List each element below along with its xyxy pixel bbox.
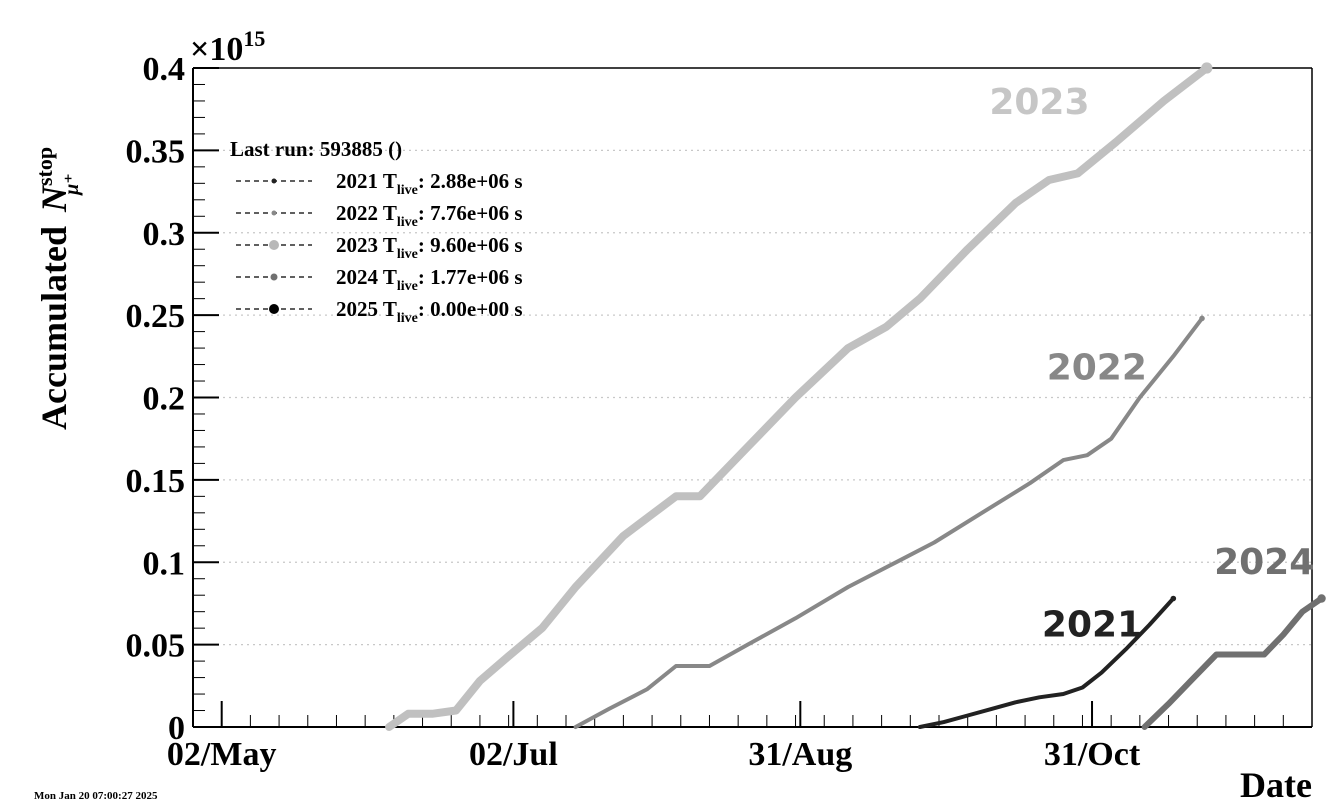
legend-marker-2023	[269, 240, 279, 250]
legend: Last run: 593885 () 2021 Tlive: 2.88e+06…	[230, 137, 523, 326]
x-tick-label-0: 02/May	[167, 736, 277, 773]
y-exponent-base: ×10	[190, 31, 243, 68]
legend-marker-2022	[272, 211, 277, 216]
legend-year-2022: 2022	[336, 201, 383, 225]
legend-tlive-value-2022: : 7.76e+06 s	[418, 201, 523, 225]
legend-marker-2024	[271, 274, 278, 281]
legend-year-2025: 2025	[336, 297, 383, 321]
x-tick-labels: 02/May 02/Jul 31/Aug 31/Oct	[167, 736, 1141, 773]
annotation-2024: 2024	[1214, 542, 1314, 583]
series-line-2024	[1145, 599, 1322, 728]
legend-label-2024: 2024 Tlive: 1.77e+06 s	[336, 265, 523, 294]
legend-label-2025: 2025 Tlive: 0.00e+00 s	[336, 297, 523, 326]
series-endpoint-2022	[1199, 316, 1205, 322]
legend-entry-2023: 2023 Tlive: 9.60e+06 s	[236, 233, 523, 262]
legend-entry-2021: 2021 Tlive: 2.88e+06 s	[236, 169, 523, 198]
y-axis-title: AccumulatedNstop μ⁺	[32, 147, 83, 430]
y-tick-label-8: 0.4	[143, 51, 186, 88]
y-tick-label-2: 0.1	[143, 545, 186, 582]
legend-entry-2024: 2024 Tlive: 1.77e+06 s	[236, 265, 523, 294]
legend-year-2024: 2024	[336, 265, 383, 289]
legend-label-2022: 2022 Tlive: 7.76e+06 s	[336, 201, 523, 230]
legend-tlive-sub: live	[397, 215, 418, 230]
y-tick-label-5: 0.25	[126, 298, 186, 335]
legend-year-2021: 2021	[336, 169, 383, 193]
y-tick-label-6: 0.3	[143, 216, 186, 253]
legend-entry-2025: 2025 Tlive: 0.00e+00 s	[236, 297, 523, 326]
y-tick-label-4: 0.2	[143, 381, 186, 418]
series-endpoint-2023	[1201, 62, 1212, 73]
x-tick-label-1: 02/Jul	[469, 736, 558, 773]
legend-tlive-value-2025: : 0.00e+00 s	[418, 297, 523, 321]
legend-year-2023: 2023	[336, 233, 383, 257]
x-tick-label-3: 31/Oct	[1044, 736, 1141, 773]
annotation-2023: 2023	[989, 82, 1089, 123]
legend-label-2021: 2021 Tlive: 2.88e+06 s	[336, 169, 523, 198]
legend-marker-2021	[272, 179, 277, 184]
data-series	[389, 62, 1326, 727]
legend-marker-2025	[269, 304, 279, 314]
y-tick-label-3: 0.15	[126, 463, 186, 500]
legend-label-2023: 2023 Tlive: 9.60e+06 s	[336, 233, 523, 262]
legend-tlive-symbol: T	[383, 169, 397, 193]
timestamp: Mon Jan 20 07:00:27 2025	[34, 790, 158, 802]
x-axis-title: Date	[1240, 765, 1312, 805]
y-axis-title-sup: stop	[32, 147, 57, 186]
legend-tlive-symbol: T	[383, 233, 397, 257]
legend-tlive-sub: live	[397, 247, 418, 262]
x-tick-label-2: 31/Aug	[748, 736, 852, 773]
legend-tlive-symbol: T	[383, 297, 397, 321]
annotation-2021: 2021	[1042, 604, 1142, 645]
legend-tlive-sub: live	[397, 279, 418, 294]
legend-tlive-value-2024: : 1.77e+06 s	[418, 265, 523, 289]
legend-tlive-sub: live	[397, 311, 418, 326]
series-endpoint-2021	[1171, 596, 1177, 602]
y-tick-label-7: 0.35	[126, 133, 186, 170]
y-exponent-label: ×1015	[190, 26, 265, 68]
y-tick-label-1: 0.05	[126, 628, 186, 665]
legend-entry-2022: 2022 Tlive: 7.76e+06 s	[236, 201, 523, 230]
annotation-2022: 2022	[1047, 347, 1147, 388]
legend-tlive-value-2023: : 9.60e+06 s	[418, 233, 523, 257]
legend-title: Last run: 593885 ()	[230, 137, 402, 161]
y-tick-labels: 00.050.10.150.20.250.30.350.4	[126, 51, 186, 747]
series-endpoint-2024	[1317, 594, 1325, 602]
y-exponent-power: 15	[243, 26, 265, 51]
y-axis-title-main: Accumulated	[34, 226, 74, 430]
legend-tlive-symbol: T	[383, 201, 397, 225]
series-annotations: 2023 2022 2021 2024	[989, 82, 1314, 645]
legend-tlive-sub: live	[397, 183, 418, 198]
legend-tlive-symbol: T	[383, 265, 397, 289]
legend-tlive-value-2021: : 2.88e+06 s	[418, 169, 523, 193]
y-axis-title-sub: μ⁺	[61, 173, 83, 196]
